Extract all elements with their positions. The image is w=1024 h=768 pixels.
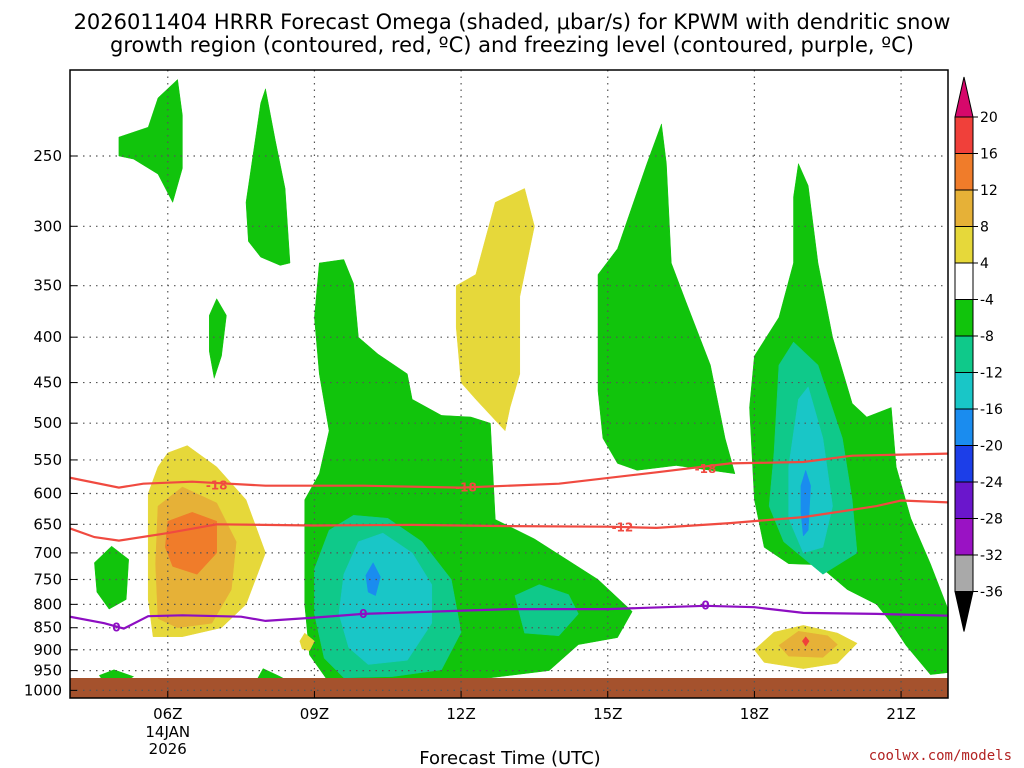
omega-region-neg12-15 xyxy=(788,386,833,554)
colorbar-swatch-neg12 xyxy=(954,372,974,410)
contour-label-1-0: -12 xyxy=(612,520,634,534)
y-tick-label-950: 950 xyxy=(33,662,62,680)
y-tick-label-350: 350 xyxy=(33,277,62,295)
y-tick-label-700: 700 xyxy=(33,544,62,562)
y-tick-label-750: 750 xyxy=(33,570,62,588)
colorbar-label-6: -8 xyxy=(980,329,994,345)
colorbar-label-2: 12 xyxy=(980,183,998,199)
colorbar-swatch-pos16 xyxy=(954,116,974,154)
contour-label-0-2: -18 xyxy=(695,462,717,476)
omega-region-pos16-25 xyxy=(801,636,810,647)
y-tick-label-450: 450 xyxy=(33,374,62,392)
contour-line-2 xyxy=(70,604,948,630)
y-tick-label-250: 250 xyxy=(33,147,62,165)
colorbar-swatch-neg32 xyxy=(954,554,974,592)
colorbar-swatch-pos8 xyxy=(954,189,974,227)
contour-label-2-1: 0 xyxy=(359,607,367,621)
colorbar-bottom-arrow xyxy=(954,591,974,632)
colorbar-swatch-neg20 xyxy=(954,445,974,483)
ground-layer xyxy=(70,678,948,698)
omega-region-pos4-20 xyxy=(299,632,315,651)
colorbar-label-12: -32 xyxy=(980,548,1003,564)
colorbar-label-1: 16 xyxy=(980,147,998,163)
colorbar-label-9: -20 xyxy=(980,439,1003,455)
x-axis-label: Forecast Time (UTC) xyxy=(419,748,600,768)
colorbar-label-5: -4 xyxy=(980,293,994,309)
omega-region-neg4-10 xyxy=(942,629,948,644)
omega-region-neg16-16 xyxy=(365,562,381,596)
colorbar-swatch-neg16 xyxy=(954,408,974,446)
y-tick-label-900: 900 xyxy=(33,641,62,659)
grid-lines xyxy=(70,70,948,698)
contour-lines xyxy=(70,452,948,630)
contour-label-0-1: -18 xyxy=(455,481,477,495)
y-tick-label-800: 800 xyxy=(33,595,62,613)
y-tick-label-400: 400 xyxy=(33,328,62,346)
y-axis-ticks: 250 300 350 400 450 500 550 600 650 700 750 800 850 9… xyxy=(24,147,77,699)
omega-region-pos8-23 xyxy=(778,631,838,658)
colorbar-swatch-neutral xyxy=(954,262,974,300)
credit-text: coolwx.com/models xyxy=(869,748,1012,764)
omega-shading xyxy=(94,78,948,687)
colorbar-label-11: -28 xyxy=(980,512,1003,528)
x-tick-label-12: 12Z xyxy=(446,705,475,723)
x-tick-label-18: 18Z xyxy=(740,705,769,723)
ground-surface xyxy=(70,678,948,698)
colorbar-label-4: 4 xyxy=(980,256,989,272)
colorbar-swatch-pos12 xyxy=(954,153,974,191)
y-tick-label-850: 850 xyxy=(33,619,62,637)
colorbar-swatch-neg4 xyxy=(954,299,974,337)
plot-area xyxy=(70,70,948,698)
contour-line-0 xyxy=(70,452,948,489)
colorbar-label-13: -36 xyxy=(980,585,1003,601)
x-tick-sublabel-6-0: 14JAN xyxy=(145,723,190,741)
colorbar-swatch-neg24 xyxy=(954,481,974,519)
omega-region-neg4-3 xyxy=(94,545,129,610)
contour-label-2-0: 0 xyxy=(112,621,120,635)
colorbar-label-3: 8 xyxy=(980,220,989,236)
y-tick-label-600: 600 xyxy=(33,484,62,502)
x-tick-label-9: 09Z xyxy=(300,705,329,723)
omega-region-neg4-8 xyxy=(597,123,736,475)
omega-region-neg4-2 xyxy=(209,298,227,379)
colorbar: 20 16 12 8 4 -4 -8 -12 -16 -20 -24 -28 -32 -36 xyxy=(954,76,1003,632)
x-tick-label-6: 06Z xyxy=(153,705,182,723)
chart-title-line-2: growth region (contoured, red, ºC) and f… xyxy=(110,33,914,57)
y-tick-label-500: 500 xyxy=(33,414,62,432)
x-tick-label-15: 15Z xyxy=(593,705,622,723)
colorbar-swatch-pos4 xyxy=(954,226,974,264)
colorbar-label-8: -16 xyxy=(980,402,1003,418)
omega-region-neg4-0 xyxy=(118,78,183,204)
colorbar-swatch-neg28 xyxy=(954,518,974,556)
colorbar-label-0: 20 xyxy=(980,110,998,126)
contour-label-0-0: -18 xyxy=(206,479,228,493)
omega-region-neg12-14 xyxy=(338,532,433,665)
contour-line-1 xyxy=(70,499,948,542)
y-tick-label-650: 650 xyxy=(33,515,62,533)
omega-region-pos4-18 xyxy=(455,188,535,432)
colorbar-label-10: -24 xyxy=(980,475,1003,491)
x-tick-sublabel-6-1: 2026 xyxy=(149,740,187,758)
colorbar-label-7: -12 xyxy=(980,366,1003,382)
plot-frame xyxy=(69,69,949,699)
x-tick-label-21: 21Z xyxy=(886,705,915,723)
y-tick-label-550: 550 xyxy=(33,451,62,469)
y-tick-label-300: 300 xyxy=(33,217,62,235)
omega-region-pos12-24 xyxy=(165,512,217,575)
chart-title-line-1: 2026011404 HRRR Forecast Omega (shaded, … xyxy=(74,10,951,34)
colorbar-swatch-neg8 xyxy=(954,335,974,373)
contour-label-2-2: 0 xyxy=(701,598,709,612)
omega-region-neg4-1 xyxy=(245,87,291,266)
omega-region-neg16-17 xyxy=(800,469,811,537)
y-tick-label-1000: 1000 xyxy=(24,681,62,699)
contour-labels: -18 -18 -18 -12 0 0 0 xyxy=(112,462,717,635)
